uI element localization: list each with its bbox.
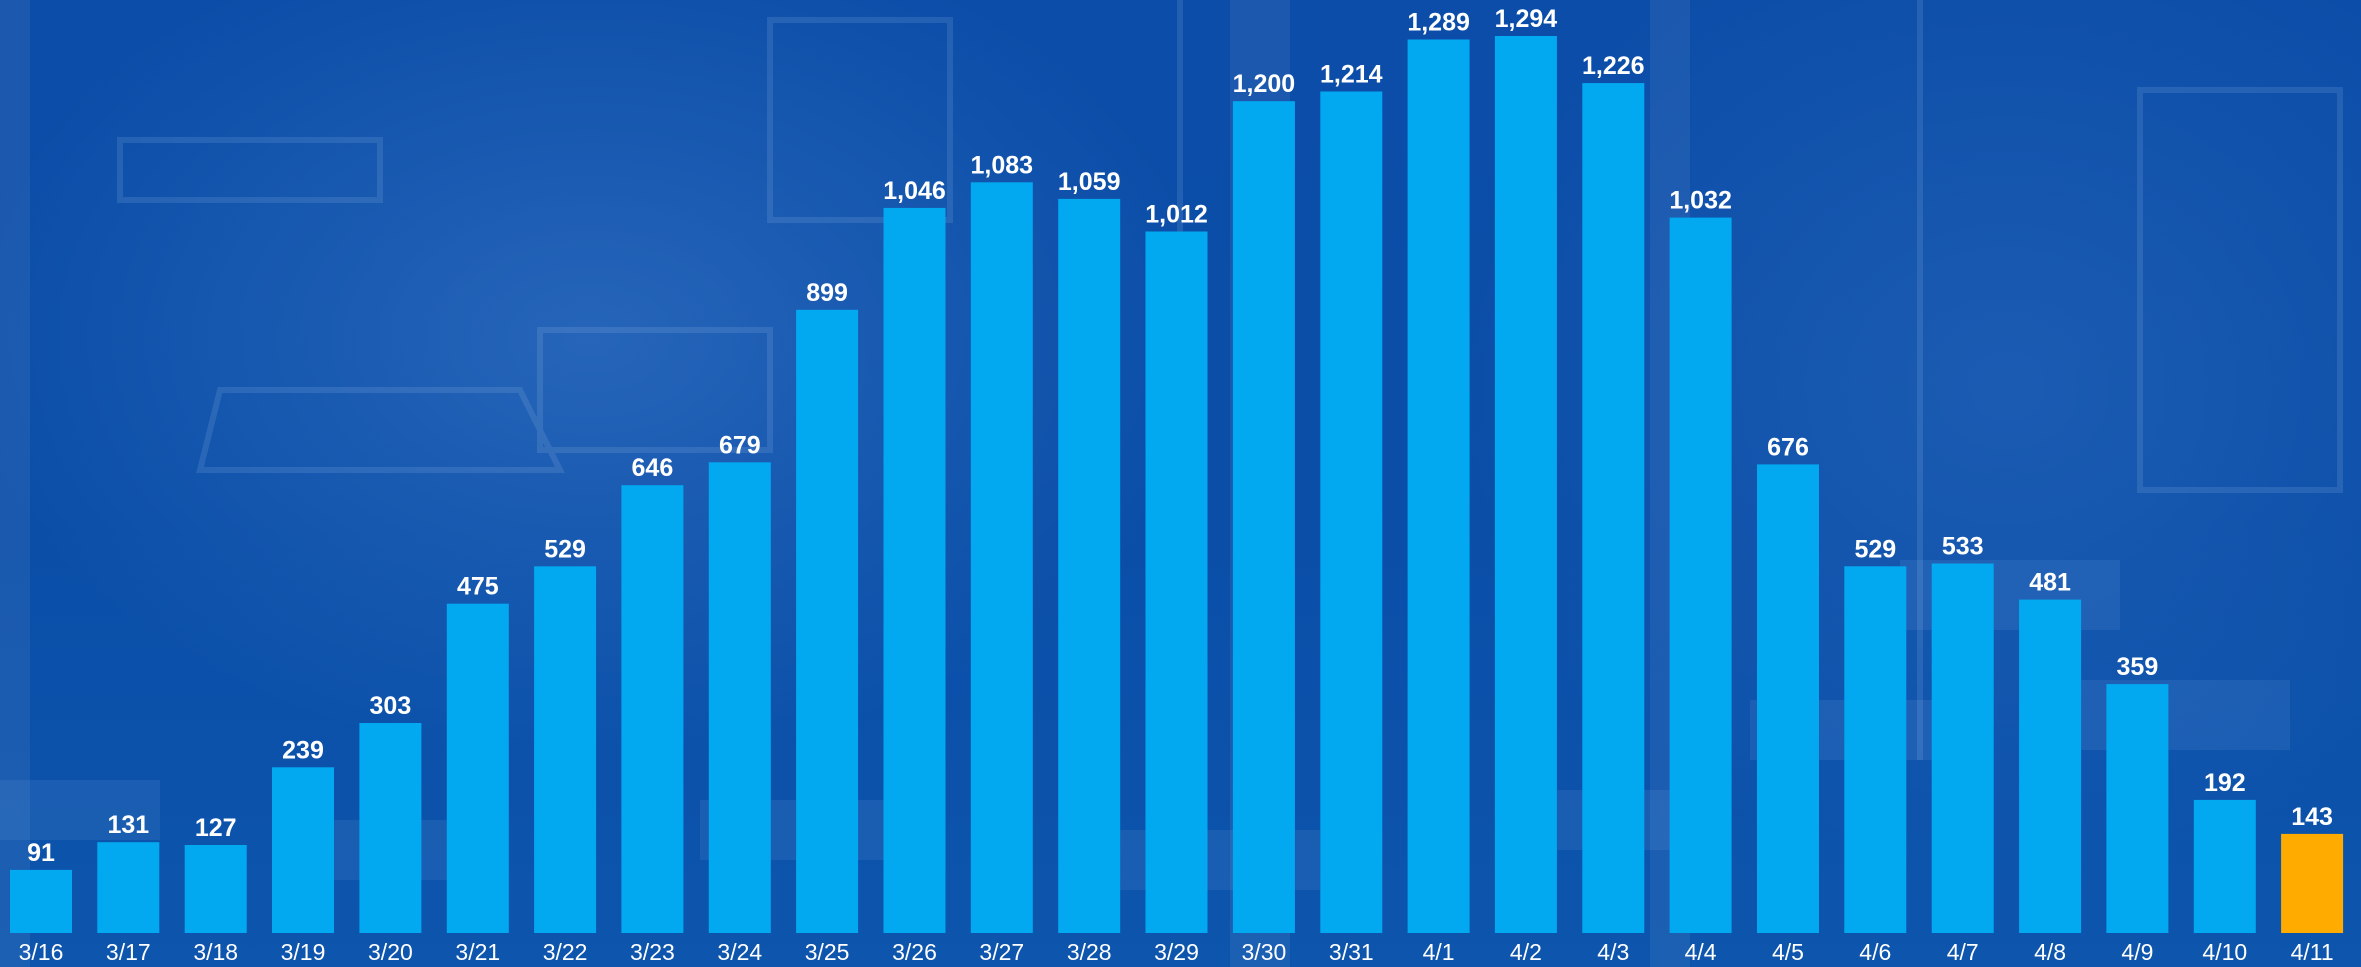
value-label-3-29: 1,012 — [1145, 201, 1208, 229]
value-label-4-2: 1,294 — [1495, 5, 1558, 33]
bar-4-4 — [1669, 217, 1732, 934]
value-label-3-16: 91 — [27, 839, 55, 867]
value-label-3-21: 475 — [457, 573, 499, 601]
value-label-4-10: 192 — [2204, 769, 2246, 797]
x-tick-label-4-7: 4/7 — [1947, 939, 1979, 965]
bar-3-25 — [796, 309, 859, 933]
bar-3-31 — [1320, 91, 1383, 933]
bar-4-7 — [1931, 563, 1994, 933]
value-label-3-17: 131 — [107, 811, 149, 839]
bar-4-8 — [2019, 599, 2082, 933]
bar-3-26 — [883, 207, 946, 933]
bar-4-11 — [2281, 833, 2344, 933]
value-label-3-30: 1,200 — [1233, 70, 1296, 98]
value-label-3-28: 1,059 — [1058, 168, 1121, 196]
x-tick-label-3-26: 3/26 — [892, 939, 937, 965]
x-tick-label-3-22: 3/22 — [543, 939, 588, 965]
value-label-3-24: 679 — [719, 431, 761, 459]
bar-4-9 — [2106, 684, 2169, 933]
bar-3-16 — [10, 869, 72, 933]
x-tick-label-3-31: 3/31 — [1329, 939, 1374, 965]
bar-3-30 — [1232, 101, 1295, 933]
x-tick-label-3-27: 3/27 — [979, 939, 1024, 965]
value-label-3-23: 646 — [632, 454, 674, 482]
x-tick-label-3-19: 3/19 — [281, 939, 326, 965]
x-tick-label-3-25: 3/25 — [805, 939, 850, 965]
bar-series — [10, 36, 2344, 934]
value-label-4-11: 143 — [2291, 803, 2333, 831]
value-label-4-8: 481 — [2029, 569, 2071, 597]
value-label-4-6: 529 — [1854, 535, 1896, 563]
x-tick-label-3-28: 3/28 — [1067, 939, 1112, 965]
bar-4-10 — [2193, 799, 2256, 933]
x-tick-label-3-23: 3/23 — [630, 939, 675, 965]
value-label-4-3: 1,226 — [1582, 52, 1645, 80]
bar-3-17 — [97, 842, 160, 933]
value-label-4-9: 359 — [2117, 653, 2159, 681]
x-tick-label-4-6: 4/6 — [1859, 939, 1891, 965]
value-label-4-5: 676 — [1767, 433, 1809, 461]
x-tick-label-4-5: 4/5 — [1772, 939, 1804, 965]
x-tick-label-3-30: 3/30 — [1242, 939, 1287, 965]
bar-4-1 — [1407, 39, 1470, 933]
bar-4-2 — [1494, 36, 1557, 933]
value-label-3-20: 303 — [370, 692, 412, 720]
value-label-4-4: 1,032 — [1669, 187, 1732, 215]
bar-3-27 — [970, 182, 1033, 934]
bar-3-24 — [708, 462, 771, 933]
bar-4-6 — [1844, 566, 1907, 933]
x-tick-label-4-2: 4/2 — [1510, 939, 1542, 965]
x-tick-label-3-18: 3/18 — [193, 939, 238, 965]
bar-3-22 — [534, 566, 597, 933]
x-tick-label-3-21: 3/21 — [455, 939, 500, 965]
x-tick-label-4-11: 4/11 — [2291, 939, 2334, 965]
bar-3-28 — [1058, 198, 1121, 933]
x-tick-label-4-4: 4/4 — [1685, 939, 1717, 965]
x-tick-label-4-8: 4/8 — [2034, 939, 2066, 965]
value-label-3-19: 239 — [282, 736, 324, 764]
bar-3-29 — [1145, 231, 1208, 933]
value-label-3-25: 899 — [806, 279, 848, 307]
x-tick-label-3-29: 3/29 — [1154, 939, 1199, 965]
value-label-3-27: 1,083 — [971, 151, 1034, 179]
value-label-3-22: 529 — [544, 535, 586, 563]
bar-3-23 — [621, 485, 684, 933]
bar-3-21 — [446, 603, 509, 933]
value-label-3-31: 1,214 — [1320, 61, 1383, 89]
bar-3-19 — [272, 767, 334, 933]
x-tick-label-4-10: 4/10 — [2202, 939, 2247, 965]
x-tick-label-4-9: 4/9 — [2121, 939, 2153, 965]
value-label-3-26: 1,046 — [883, 177, 946, 205]
x-tick-label-3-20: 3/20 — [368, 939, 413, 965]
bar-4-5 — [1757, 464, 1819, 933]
data-labels: 91 131 127 239 303 475 529 646 679 899 1,046 1,083 1… — [27, 5, 2333, 867]
x-tick-label-4-3: 4/3 — [1597, 939, 1629, 965]
x-tick-label-3-24: 3/24 — [717, 939, 762, 965]
bar-3-20 — [359, 723, 422, 933]
x-tick-label-4-1: 4/1 — [1423, 939, 1455, 965]
x-axis-tick-labels: 3/16 3/17 3/18 3/19 3/20 3/21 3/22 3/23 3/24 3/25… — [19, 939, 2334, 965]
value-label-4-1: 1,289 — [1407, 9, 1470, 37]
value-label-3-18: 127 — [195, 814, 237, 842]
value-label-4-7: 533 — [1942, 533, 1984, 561]
bar-3-18 — [184, 845, 247, 933]
x-tick-label-3-17: 3/17 — [106, 939, 151, 965]
x-tick-label-3-16: 3/16 — [19, 939, 64, 965]
bar-4-3 — [1582, 83, 1645, 934]
